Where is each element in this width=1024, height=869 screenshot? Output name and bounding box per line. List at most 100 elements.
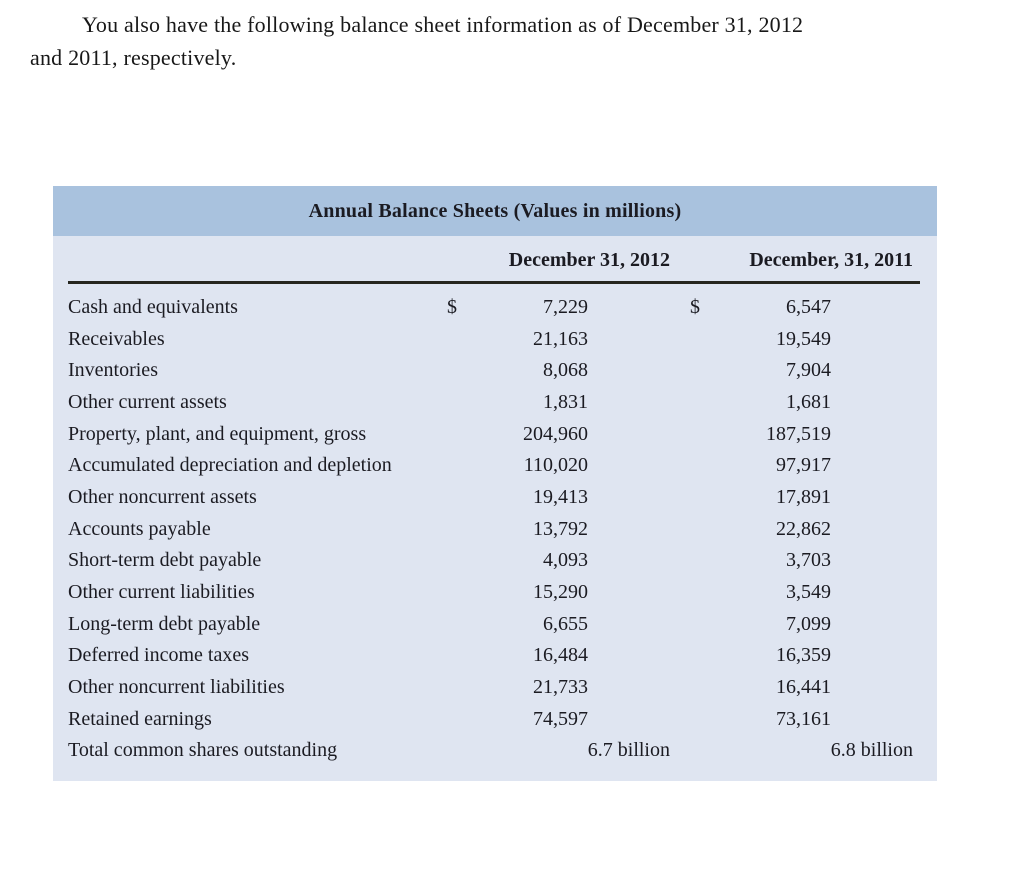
- value-cell-2012: 74,597: [445, 708, 670, 731]
- value-2011: 6,547: [786, 295, 831, 318]
- row-label: Short-term debt payable: [68, 549, 262, 572]
- row-label: Inventories: [68, 359, 158, 382]
- value-2012: 19,413: [533, 485, 588, 508]
- value-cell-2012: 19,413: [445, 486, 670, 509]
- row-label: Accumulated depreciation and depletion: [68, 454, 392, 477]
- value-2011: 187,519: [766, 422, 831, 445]
- value-cell-2012: 13,792: [445, 518, 670, 541]
- value-cell-2011: 3,703: [688, 549, 913, 572]
- value-2012: 21,733: [533, 676, 588, 699]
- row-label: Other current liabilities: [68, 581, 255, 604]
- value-cell-2012: 4,093: [445, 549, 670, 572]
- row-label: Cash and equivalents: [68, 295, 238, 318]
- value-2011: 7,099: [786, 612, 831, 635]
- value-cell-2012: 8,068: [445, 359, 670, 382]
- table-row: Cash and equivalents $ 7,229 $ 6,547: [68, 292, 913, 324]
- value-cell-2012: $ 7,229: [445, 296, 670, 319]
- value-2012: 16,484: [533, 644, 588, 667]
- table-row: Other current liabilities 15,290 3,549: [68, 577, 913, 609]
- value-cell-2011: 7,904: [688, 359, 913, 382]
- value-2012: 15,290: [533, 581, 588, 604]
- table-row: Accumulated depreciation and depletion 1…: [68, 450, 913, 482]
- value-2011: 16,359: [776, 644, 831, 667]
- value-cell-2011: 187,519: [688, 423, 913, 446]
- column-header-2012: December 31, 2012: [508, 249, 670, 271]
- table-row: Total common shares outstanding 6.7 bill…: [68, 735, 913, 767]
- table-title: Annual Balance Sheets (Values in million…: [53, 186, 937, 236]
- row-label: Accounts payable: [68, 517, 211, 540]
- value-2012: 21,163: [533, 327, 588, 350]
- intro-line-1: You also have the following balance shee…: [82, 12, 804, 37]
- value-2011: 6.8 billion: [830, 739, 913, 762]
- value-2012: 6.7 billion: [587, 739, 670, 762]
- value-2011: 3,703: [786, 549, 831, 572]
- table-row: Property, plant, and equipment, gross 20…: [68, 418, 913, 450]
- row-label: Other current assets: [68, 390, 227, 413]
- value-2012: 8,068: [543, 359, 588, 382]
- value-2011: 97,917: [776, 454, 831, 477]
- value-2011: 3,549: [786, 581, 831, 604]
- row-label: Retained earnings: [68, 707, 212, 730]
- value-cell-2011: 6.8 billion: [688, 739, 913, 762]
- balance-sheet-table: Annual Balance Sheets (Values in million…: [53, 186, 937, 781]
- row-label: Other noncurrent liabilities: [68, 676, 285, 699]
- value-2012: 4,093: [543, 549, 588, 572]
- value-cell-2011: $ 6,547: [688, 296, 913, 319]
- row-label: Other noncurrent assets: [68, 485, 257, 508]
- value-cell-2012: 6.7 billion: [445, 739, 670, 762]
- value-cell-2012: 204,960: [445, 423, 670, 446]
- table-row: Short-term debt payable 4,093 3,703: [68, 545, 913, 577]
- table-row: Other noncurrent assets 19,413 17,891: [68, 482, 913, 514]
- table-row: Accounts payable 13,792 22,862: [68, 513, 913, 545]
- table-row: Long-term debt payable 6,655 7,099: [68, 608, 913, 640]
- table-row: Other current assets 1,831 1,681: [68, 387, 913, 419]
- value-cell-2012: 21,163: [445, 328, 670, 351]
- table-row: Retained earnings 74,597 73,161: [68, 703, 913, 735]
- intro-line-2: and 2011, respectively.: [30, 45, 237, 70]
- value-2011: 1,681: [786, 390, 831, 413]
- value-cell-2011: 17,891: [688, 486, 913, 509]
- value-cell-2012: 16,484: [445, 644, 670, 667]
- value-2011: 7,904: [786, 359, 831, 382]
- row-label: Total common shares outstanding: [68, 739, 338, 762]
- value-cell-2012: 110,020: [445, 454, 670, 477]
- value-cell-2011: 73,161: [688, 708, 913, 731]
- value-cell-2012: 15,290: [445, 581, 670, 604]
- value-cell-2012: 6,655: [445, 613, 670, 636]
- value-cell-2012: 21,733: [445, 676, 670, 699]
- table-row: Deferred income taxes 16,484 16,359: [68, 640, 913, 672]
- value-cell-2011: 97,917: [688, 454, 913, 477]
- value-2012: 1,831: [543, 390, 588, 413]
- value-2011: 22,862: [776, 517, 831, 540]
- row-label: Receivables: [68, 327, 165, 350]
- row-label: Deferred income taxes: [68, 644, 250, 667]
- table-row: Inventories 8,068 7,904: [68, 355, 913, 387]
- table-header-row: December 31, 2012 December, 31, 2011: [53, 236, 937, 281]
- value-cell-2012: 1,831: [445, 391, 670, 414]
- value-2012: 6,655: [543, 612, 588, 635]
- value-cell-2011: 22,862: [688, 518, 913, 541]
- value-cell-2011: 1,681: [688, 391, 913, 414]
- header-rule: [68, 281, 920, 284]
- value-2012: 204,960: [523, 422, 588, 445]
- value-2012: 7,229: [543, 295, 588, 318]
- value-2012: 110,020: [523, 454, 588, 477]
- currency-symbol-2011: $: [690, 295, 700, 318]
- value-cell-2011: 16,359: [688, 644, 913, 667]
- value-cell-2011: 3,549: [688, 581, 913, 604]
- value-2012: 13,792: [533, 517, 588, 540]
- value-cell-2011: 16,441: [688, 676, 913, 699]
- column-header-2011: December, 31, 2011: [749, 249, 913, 271]
- intro-paragraph: You also have the following balance shee…: [30, 8, 980, 74]
- row-label: Long-term debt payable: [68, 612, 261, 635]
- table-row: Receivables 21,163 19,549: [68, 323, 913, 355]
- value-cell-2011: 19,549: [688, 328, 913, 351]
- value-cell-2011: 7,099: [688, 613, 913, 636]
- value-2011: 73,161: [776, 707, 831, 730]
- value-2011: 17,891: [776, 485, 831, 508]
- value-2012: 74,597: [533, 707, 588, 730]
- row-label: Property, plant, and equipment, gross: [68, 422, 367, 445]
- currency-symbol-2012: $: [447, 295, 457, 318]
- table-rows: Cash and equivalents $ 7,229 $ 6,547 Rec…: [53, 284, 937, 781]
